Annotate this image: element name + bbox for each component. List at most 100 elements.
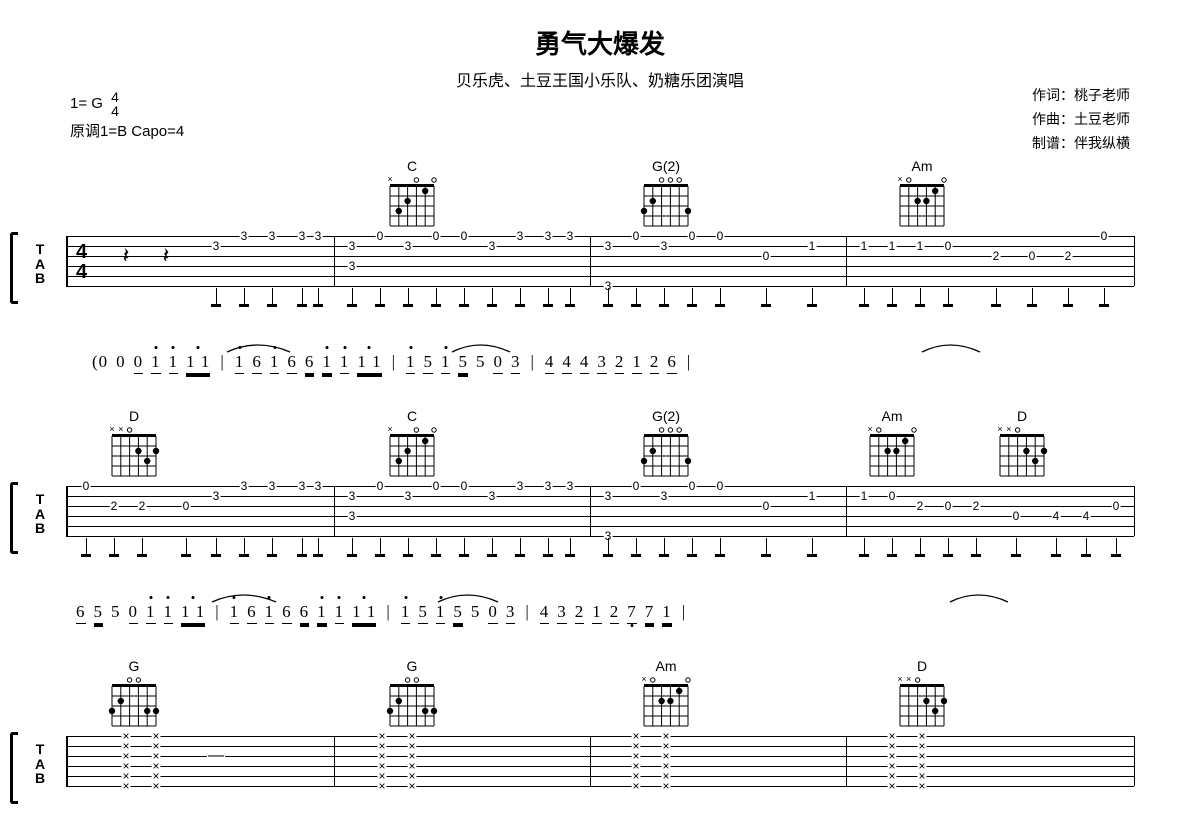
jianpu-note: | xyxy=(215,602,219,621)
jianpu-note: 0 xyxy=(488,602,498,624)
tab-label-icon: TAB xyxy=(20,492,60,536)
jianpu-row-2: 6550111 1|16166111 1|1515503|43212771| xyxy=(72,602,692,624)
jianpu-note: 2 xyxy=(615,352,625,374)
capo-info: 原调1=B Capo=4 xyxy=(70,118,184,145)
chord-grid-icon: × xyxy=(864,426,920,482)
tab-staff-3: TAB ××××××××××××××××××××××××××××××××××××… xyxy=(66,736,1134,800)
fret-number: 3 xyxy=(660,239,669,253)
chord-grid-icon: ×× xyxy=(894,676,950,732)
fret-number: 0 xyxy=(888,489,897,503)
jianpu-note: 4 xyxy=(580,352,590,374)
fret-number: 3 xyxy=(298,229,307,243)
chord-name: C xyxy=(384,408,440,424)
chord-grid-icon: × xyxy=(894,176,950,232)
svg-text:×: × xyxy=(1006,426,1011,434)
jianpu-note: 1 xyxy=(164,602,174,624)
rest-icon: 𝄽 xyxy=(123,243,130,269)
song-subtitle: 贝乐虎、土豆王国小乐队、奶糖乐团演唱 xyxy=(0,67,1200,91)
fret-number: 0 xyxy=(376,229,385,243)
fret-number: 3 xyxy=(348,489,357,503)
jianpu-note: 6 xyxy=(667,352,677,374)
fret-number: 1 xyxy=(808,239,817,253)
jianpu-note: 1 xyxy=(230,602,240,624)
chord-grid-icon: ×× xyxy=(994,426,1050,482)
chord-name: G xyxy=(106,658,162,674)
jianpu-note: 1 xyxy=(436,602,446,624)
system-bracket-icon xyxy=(10,732,18,804)
jianpu-note: 1 xyxy=(235,352,245,374)
chord-diagram: C× xyxy=(384,408,440,482)
jianpu-note: 1 xyxy=(340,352,350,374)
jianpu-note: 6 xyxy=(305,352,315,374)
chord-name: Am xyxy=(894,158,950,174)
strum-x: × xyxy=(631,779,640,793)
jianpu-note: 1 1 xyxy=(186,352,210,374)
fret-number: 3 xyxy=(314,229,323,243)
jianpu-note: 1 xyxy=(265,602,275,624)
chord-diagram: Am × xyxy=(894,158,950,232)
jianpu-note: 1 xyxy=(317,602,327,624)
fret-number: 0 xyxy=(762,499,771,513)
svg-text:×: × xyxy=(387,176,392,184)
fret-number: 1 xyxy=(808,489,817,503)
fret-number: 1 xyxy=(860,489,869,503)
tab-staff-2: TAB 022033333330300333333030001102020440 xyxy=(66,486,1134,550)
fret-number: 0 xyxy=(632,229,641,243)
chord-grid-icon: × xyxy=(638,676,694,732)
jianpu-note: 6 xyxy=(287,352,297,374)
fret-number: 3 xyxy=(660,489,669,503)
jianpu-note: 5 xyxy=(476,352,486,372)
jianpu-note: 5 xyxy=(418,602,428,624)
jianpu-note: | xyxy=(530,352,534,371)
jianpu-note: 1 xyxy=(662,602,672,624)
chord-grid-icon xyxy=(106,676,162,732)
fret-number: 3 xyxy=(348,509,357,523)
fret-number: 0 xyxy=(716,479,725,493)
jianpu-note: 2 xyxy=(575,602,585,624)
jianpu-note: 7 xyxy=(627,602,637,624)
jianpu-note: 2 xyxy=(650,352,660,374)
fret-number: 3 xyxy=(566,479,575,493)
fret-number: 4 xyxy=(1082,509,1091,523)
svg-text:×: × xyxy=(641,676,646,684)
jianpu-note: 6 xyxy=(300,602,310,624)
jianpu-note: | xyxy=(687,352,691,371)
tab-staff-1: TAB 4 4 𝄽𝄽333333303003333330300011110202… xyxy=(66,236,1134,300)
rest-icon: 𝄽 xyxy=(163,243,170,269)
chord-diagram: G(2) xyxy=(638,408,694,482)
strum-x: × xyxy=(661,779,670,793)
fret-number: 3 xyxy=(314,479,323,493)
chord-diagram: G xyxy=(106,658,162,732)
header: 勇气大爆发 贝乐虎、土豆王国小乐队、奶糖乐团演唱 xyxy=(0,0,1200,91)
jianpu-note: 6 xyxy=(76,602,86,624)
chord-diagram: G(2) xyxy=(638,158,694,232)
fret-number: 3 xyxy=(404,489,413,503)
jianpu-note: 3 xyxy=(557,602,567,624)
tie-icon xyxy=(948,590,1018,604)
jianpu-note: 4 xyxy=(562,352,572,374)
jianpu-note: 0 xyxy=(116,352,126,372)
jianpu-note: 1 xyxy=(335,602,345,624)
song-title: 勇气大爆发 xyxy=(0,24,1200,61)
fret-number: 3 xyxy=(268,479,277,493)
fret-number: 3 xyxy=(604,239,613,253)
jianpu-note: | xyxy=(392,352,396,371)
fret-number: 1 xyxy=(860,239,869,253)
svg-text:×: × xyxy=(118,426,123,434)
fret-number: 2 xyxy=(138,499,147,513)
fret-number: 0 xyxy=(762,249,771,263)
jianpu-note: 4 xyxy=(540,602,550,624)
jianpu-note: 5 xyxy=(471,602,481,622)
chord-grid-icon xyxy=(384,676,440,732)
fret-number: 0 xyxy=(432,229,441,243)
strum-x: × xyxy=(377,779,386,793)
fret-number: 3 xyxy=(348,259,357,273)
fret-number: 0 xyxy=(688,479,697,493)
chord-name: D xyxy=(894,658,950,674)
fret-number: 3 xyxy=(544,479,553,493)
fret-number: 3 xyxy=(488,489,497,503)
fret-number: 0 xyxy=(376,479,385,493)
fret-number: 0 xyxy=(1012,509,1021,523)
chord-diagram: D×× xyxy=(106,408,162,482)
chord-grid-icon: × xyxy=(384,426,440,482)
